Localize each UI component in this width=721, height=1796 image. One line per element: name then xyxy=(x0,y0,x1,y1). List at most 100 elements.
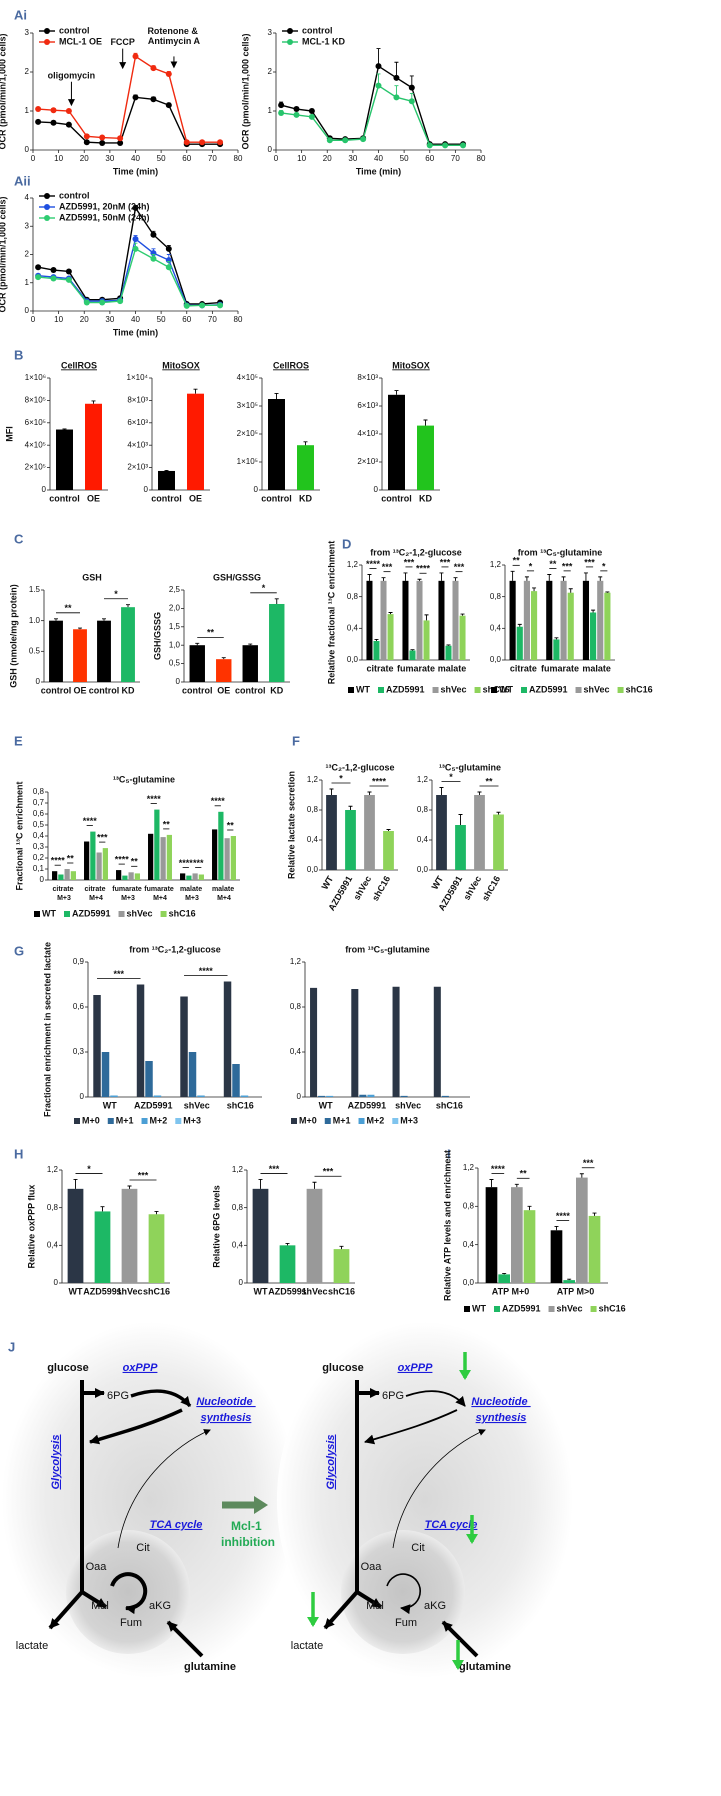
y-tick-label: 0 xyxy=(42,485,47,494)
y-tick-label: 1×10⁶ xyxy=(25,373,46,382)
legend-marker xyxy=(287,28,293,34)
bar xyxy=(97,620,111,682)
significance-label: *** xyxy=(454,562,465,572)
significance-label: **** xyxy=(199,966,214,976)
error-bar xyxy=(532,587,537,592)
legend-swatch xyxy=(491,687,497,693)
bar xyxy=(367,1094,375,1097)
y-axis-title: Relative 6PG levels xyxy=(211,1185,221,1268)
nucleotide-label: Nucleotide synthesis xyxy=(196,1396,255,1424)
series-line xyxy=(38,55,221,143)
glucose-label: glucose xyxy=(322,1362,364,1374)
y-tick-label: 0,8 xyxy=(290,1002,302,1011)
oxppp-label: oxPPP xyxy=(398,1362,434,1374)
point xyxy=(65,268,72,275)
bar xyxy=(409,650,416,660)
x-tick-label: 70 xyxy=(208,315,217,324)
bar xyxy=(455,825,466,870)
point xyxy=(35,106,42,113)
bar xyxy=(364,795,375,870)
x-tick-label: WT xyxy=(430,874,446,892)
y-tick-label: 0,4 xyxy=(463,1240,475,1249)
point xyxy=(183,302,190,309)
error-bar xyxy=(489,1179,494,1188)
x-tick-label: 60 xyxy=(182,315,191,324)
error-bar xyxy=(78,627,82,630)
x-tick-label: 0 xyxy=(274,154,279,163)
y-tick-label: 0 xyxy=(268,145,273,154)
error-bar xyxy=(248,643,253,646)
x-tick-label: KD xyxy=(270,685,283,695)
y-tick-label: 0,3 xyxy=(73,1047,85,1056)
x-tick-label: 50 xyxy=(157,154,166,163)
bar xyxy=(67,1188,84,1283)
significance-label: *** xyxy=(440,557,451,567)
y-tick-label: 3×10⁵ xyxy=(237,401,258,410)
y-tick-label: 1.5 xyxy=(29,585,41,594)
bar xyxy=(101,1052,110,1097)
y-tick-label: 0,4 xyxy=(47,1240,59,1249)
y-tick-label: 0 xyxy=(297,1092,302,1101)
chart-title: ¹³C₂-1,2-glucose xyxy=(325,762,394,772)
bar xyxy=(373,641,380,660)
bar xyxy=(366,580,373,660)
error-bar xyxy=(403,572,408,581)
x-tick-label: control xyxy=(261,493,292,503)
bar xyxy=(387,614,394,660)
y-tick-label: 0,1 xyxy=(33,864,45,873)
bar xyxy=(326,795,337,870)
legend-label: AZD5991, 20nM (24h) xyxy=(59,201,150,211)
bar xyxy=(530,591,538,660)
bar xyxy=(70,871,76,880)
point xyxy=(360,136,367,143)
y-tick-label: 4×10⁵ xyxy=(237,373,258,382)
error-bar xyxy=(195,642,200,646)
legend-label: AZD5991 xyxy=(529,684,568,694)
bar xyxy=(485,1187,498,1283)
point xyxy=(50,275,57,282)
annotation: Rotenone & Antimycin A xyxy=(147,26,200,46)
nucleotide-arrow xyxy=(130,1389,192,1408)
legend-label: WT xyxy=(499,684,513,694)
y-tick-label: 0 xyxy=(36,677,41,686)
return-arrow xyxy=(364,1409,458,1445)
bar xyxy=(445,645,452,660)
mitochondrion xyxy=(66,1530,190,1654)
bar xyxy=(122,875,128,880)
error-bar xyxy=(568,588,573,593)
bar xyxy=(96,852,102,880)
x-tick-label: OE xyxy=(217,685,230,695)
significance-label: ** xyxy=(513,556,521,566)
chart-title: from ¹³C₅-glutamine xyxy=(518,547,603,557)
error-bar xyxy=(102,618,106,621)
y-tick-label: 0,9 xyxy=(73,957,85,966)
y-tick-label: 0 xyxy=(40,875,45,884)
y-tick-label: 2,5 xyxy=(169,585,181,594)
y-tick-label: 3 xyxy=(25,28,30,37)
y-tick-label: 1,2 xyxy=(463,1163,475,1172)
y-tick-label: 0,5 xyxy=(169,659,181,668)
point xyxy=(326,137,333,144)
bar xyxy=(459,615,466,660)
y-tick-label: 0,8 xyxy=(307,805,319,814)
bar xyxy=(576,1177,588,1283)
y-tick-label: 0,3 xyxy=(33,842,45,851)
y-tick-label: 0 xyxy=(176,677,181,686)
bar xyxy=(306,1188,323,1283)
bar xyxy=(279,1245,296,1283)
x-tick-label: control xyxy=(235,685,266,695)
bar xyxy=(252,1188,269,1283)
significance-label: **** xyxy=(211,796,226,806)
y-tick-label: 4×10³ xyxy=(127,440,148,449)
point xyxy=(183,139,190,146)
x-tick-label: fumarate xyxy=(541,663,579,673)
significance-label: **** xyxy=(366,559,381,569)
series-line xyxy=(38,247,221,307)
x-tick-label: shVec xyxy=(116,1286,142,1296)
y-axis-title: Relative fractional ¹³C enrichment xyxy=(326,541,336,685)
chart-title: MitoSOX xyxy=(162,360,200,370)
x-tick-label: 30 xyxy=(348,154,357,163)
x-axis-title: Time (min) xyxy=(113,166,158,176)
x-tick-label: 40 xyxy=(374,154,383,163)
error-bar xyxy=(374,638,379,641)
